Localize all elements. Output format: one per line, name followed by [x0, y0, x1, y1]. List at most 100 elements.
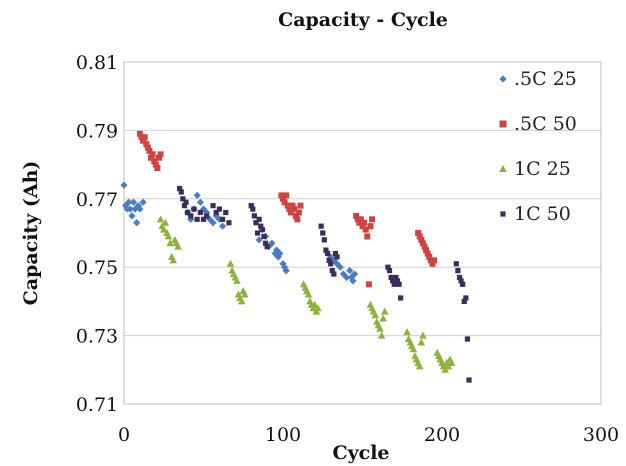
- legend: .5C 25 .5C 50 1C 25 1C 50: [499, 68, 577, 225]
- data-point: [291, 206, 298, 213]
- data-point: [166, 239, 174, 247]
- data-point: [421, 243, 428, 250]
- data-point: [136, 205, 144, 213]
- legend-label: 1C 25: [514, 158, 571, 180]
- data-point: [284, 202, 291, 209]
- data-point: [216, 206, 222, 212]
- data-point: [237, 297, 246, 305]
- data-point: [164, 232, 173, 240]
- legend-label: .5C 50: [514, 113, 577, 135]
- data-point: [181, 203, 188, 209]
- data-point: [339, 270, 348, 278]
- data-point: [417, 338, 426, 346]
- y-axis-ticks: 0.71 0.73 0.75 0.77 0.79 0.81: [76, 52, 118, 416]
- data-point: [362, 226, 369, 233]
- data-point: [311, 300, 319, 308]
- data-point: [177, 185, 183, 192]
- data-point: [361, 219, 368, 226]
- data-point: [193, 191, 201, 199]
- data-point: [169, 256, 178, 264]
- data-point: [156, 215, 165, 223]
- data-point: [152, 161, 159, 168]
- data-point: [250, 206, 256, 212]
- data-point: [328, 261, 334, 267]
- data-point: [388, 274, 394, 281]
- data-point: [354, 216, 361, 223]
- data-point: [141, 134, 148, 141]
- data-point: [185, 209, 191, 216]
- data-point: [259, 226, 265, 233]
- data-point: [294, 216, 301, 223]
- data-point: [409, 345, 418, 353]
- data-point: [191, 206, 197, 212]
- y-tick-label: 0.73: [76, 326, 118, 348]
- data-point: [258, 223, 264, 229]
- x-axis-label: Cycle: [332, 442, 389, 464]
- data-point: [174, 242, 182, 250]
- data-point: [218, 222, 227, 230]
- y-tick-label: 0.75: [76, 257, 118, 279]
- x-tick-label: 100: [265, 424, 301, 446]
- data-point: [321, 237, 327, 243]
- data-point: [453, 261, 459, 267]
- data-point: [380, 307, 389, 315]
- data-point: [283, 192, 290, 199]
- data-point: [295, 209, 302, 216]
- data-point: [423, 247, 430, 254]
- data-point: [391, 281, 397, 287]
- data-point: [386, 268, 393, 274]
- data-point: [369, 216, 376, 223]
- data-point: [129, 198, 138, 206]
- data-point: [149, 151, 156, 158]
- data-point: [241, 290, 249, 298]
- data-point: [136, 130, 143, 137]
- data-point: [419, 240, 426, 247]
- data-point: [254, 230, 261, 236]
- data-point: [349, 277, 357, 285]
- data-point: [403, 328, 411, 336]
- data-point: [282, 267, 290, 275]
- data-point: [367, 223, 374, 230]
- data-point: [460, 281, 466, 287]
- data-point: [200, 216, 207, 222]
- data-point: [426, 253, 433, 260]
- data-point: [359, 223, 366, 230]
- data-point: [280, 263, 289, 271]
- data-point: [183, 199, 189, 205]
- y-tick-label: 0.77: [76, 189, 118, 211]
- data-point: [455, 268, 461, 274]
- data-point: [376, 324, 384, 332]
- data-point: [194, 216, 200, 222]
- data-point: [178, 189, 184, 195]
- data-point: [336, 263, 344, 271]
- data-point: [255, 236, 263, 244]
- x-tick-label: 0: [118, 424, 130, 446]
- data-point: [276, 249, 284, 258]
- data-point: [262, 240, 269, 246]
- data-point: [126, 205, 134, 213]
- data-point: [125, 198, 133, 206]
- data-point: [209, 219, 217, 227]
- data-point: [219, 216, 226, 222]
- data-point: [226, 220, 232, 226]
- data-point: [128, 212, 136, 220]
- data-point: [393, 274, 399, 281]
- legend-label: .5C 25: [514, 68, 577, 90]
- data-point: [356, 219, 363, 226]
- data-point: [416, 233, 423, 240]
- x-tick-label: 300: [583, 424, 619, 446]
- data-point: [431, 257, 438, 264]
- data-point: [379, 314, 387, 322]
- data-point: [429, 260, 436, 267]
- data-point: [155, 154, 162, 161]
- data-point: [139, 198, 147, 206]
- data-point: [318, 223, 324, 229]
- data-point: [268, 239, 276, 247]
- data-point: [385, 264, 391, 270]
- data-point: [331, 271, 337, 277]
- data-point: [143, 141, 150, 148]
- data-point: [264, 244, 270, 250]
- data-point: [226, 259, 235, 267]
- data-point: [314, 304, 322, 312]
- series-2: [156, 215, 456, 373]
